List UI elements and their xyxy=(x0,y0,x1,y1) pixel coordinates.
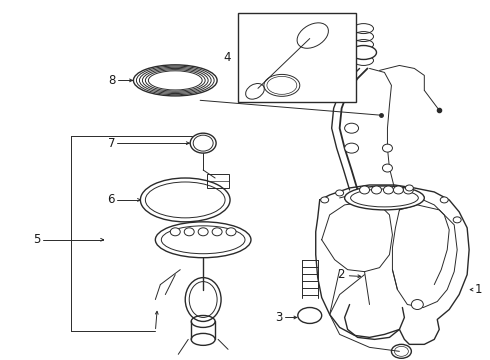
Ellipse shape xyxy=(344,186,424,210)
Text: 3: 3 xyxy=(275,311,283,324)
Bar xyxy=(207,174,229,188)
Text: 7: 7 xyxy=(107,137,115,150)
Text: 5: 5 xyxy=(33,233,40,246)
Ellipse shape xyxy=(383,164,392,172)
Ellipse shape xyxy=(336,190,343,196)
Text: 1: 1 xyxy=(475,283,483,296)
Ellipse shape xyxy=(350,45,376,59)
Ellipse shape xyxy=(171,228,180,236)
Ellipse shape xyxy=(360,186,369,194)
Ellipse shape xyxy=(155,222,251,258)
Ellipse shape xyxy=(412,300,423,310)
Ellipse shape xyxy=(198,228,208,236)
Ellipse shape xyxy=(405,185,414,191)
Ellipse shape xyxy=(383,144,392,152)
Ellipse shape xyxy=(371,186,382,194)
Ellipse shape xyxy=(393,186,403,194)
Text: 6: 6 xyxy=(107,193,115,206)
Ellipse shape xyxy=(226,228,236,236)
Text: 2: 2 xyxy=(337,268,344,281)
Bar xyxy=(238,13,356,102)
Ellipse shape xyxy=(212,228,222,236)
Ellipse shape xyxy=(184,228,194,236)
Ellipse shape xyxy=(453,217,461,223)
Ellipse shape xyxy=(344,123,359,133)
Ellipse shape xyxy=(384,186,393,194)
Ellipse shape xyxy=(344,143,359,153)
Text: 4: 4 xyxy=(223,51,231,64)
Text: 8: 8 xyxy=(108,74,116,87)
Ellipse shape xyxy=(403,186,414,194)
Ellipse shape xyxy=(440,197,448,203)
Ellipse shape xyxy=(321,197,329,203)
